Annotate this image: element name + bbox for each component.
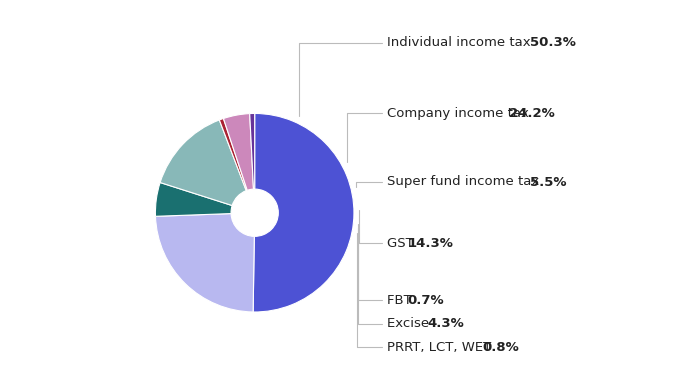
Text: 50.3%: 50.3%: [530, 36, 575, 49]
Wedge shape: [223, 113, 254, 190]
Text: 14.3%: 14.3%: [407, 237, 453, 250]
Wedge shape: [160, 120, 246, 206]
Wedge shape: [156, 183, 232, 216]
Wedge shape: [249, 113, 255, 189]
Text: FBT: FBT: [387, 294, 416, 307]
Text: Excise: Excise: [387, 317, 433, 330]
Text: 5.5%: 5.5%: [530, 176, 566, 188]
Wedge shape: [219, 119, 247, 191]
Text: 24.2%: 24.2%: [509, 107, 555, 120]
Text: 0.7%: 0.7%: [407, 294, 444, 307]
Text: 4.3%: 4.3%: [428, 317, 464, 330]
Text: PRRT, LCT, WET: PRRT, LCT, WET: [387, 341, 495, 354]
Text: Super fund income tax: Super fund income tax: [387, 176, 544, 188]
Wedge shape: [156, 214, 254, 312]
Text: GST: GST: [387, 237, 418, 250]
Wedge shape: [253, 113, 354, 312]
Text: Company income tax: Company income tax: [387, 107, 533, 120]
Text: 0.8%: 0.8%: [482, 341, 519, 354]
Text: Individual income tax: Individual income tax: [387, 36, 535, 49]
